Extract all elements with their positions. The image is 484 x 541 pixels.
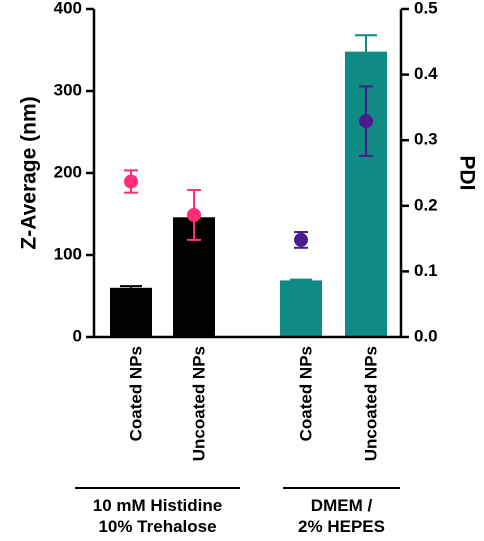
category-label: Uncoated NPs: [361, 346, 380, 461]
bars-layer: [110, 51, 387, 337]
category-labels: Coated NPs Uncoated NPs Coated NPs Uncoated…: [126, 346, 380, 461]
pdi-point: [124, 174, 138, 189]
group-labels: 10 mM Histidine 10% Trehalose DMEM / 2% HEP…: [75, 487, 400, 536]
right-tick-label: 0.2: [414, 195, 438, 214]
category-label: Coated NPs: [126, 346, 145, 441]
group-label-line: 10% Trehalose: [98, 517, 216, 536]
left-axis-title: Z-Average (nm): [18, 96, 41, 249]
group-label-line: 2% HEPES: [298, 517, 385, 536]
error-bars-layer: [120, 34, 377, 288]
pdi-points-layer: [124, 85, 373, 249]
right-tick-label: 0.5: [414, 0, 438, 17]
left-axis-ticks: 0 100 200 300 400: [54, 0, 94, 345]
left-tick-label: 200: [54, 162, 82, 181]
right-tick-label: 0.1: [414, 261, 438, 280]
right-axis-title: PDI: [455, 155, 478, 190]
right-tick-label: 0.4: [414, 64, 438, 83]
right-tick-label: 0.0: [414, 326, 438, 345]
group-label-line: DMEM /: [311, 496, 373, 515]
pdi-point: [187, 207, 201, 222]
left-tick-label: 0: [73, 326, 82, 345]
z-average-bar: [110, 287, 152, 337]
z-average-bar: [280, 280, 322, 337]
right-axis-ticks: 0.0 0.1 0.2 0.3 0.4 0.5: [401, 0, 438, 345]
group-label-line: 10 mM Histidine: [93, 496, 222, 515]
category-label: Uncoated NPs: [189, 346, 208, 461]
left-tick-label: 100: [54, 244, 82, 263]
pdi-point: [359, 114, 373, 129]
pdi-point: [294, 232, 308, 247]
right-tick-label: 0.3: [414, 130, 438, 149]
left-tick-label: 300: [54, 80, 82, 99]
left-tick-label: 400: [54, 0, 82, 17]
category-label: Coated NPs: [296, 346, 315, 441]
